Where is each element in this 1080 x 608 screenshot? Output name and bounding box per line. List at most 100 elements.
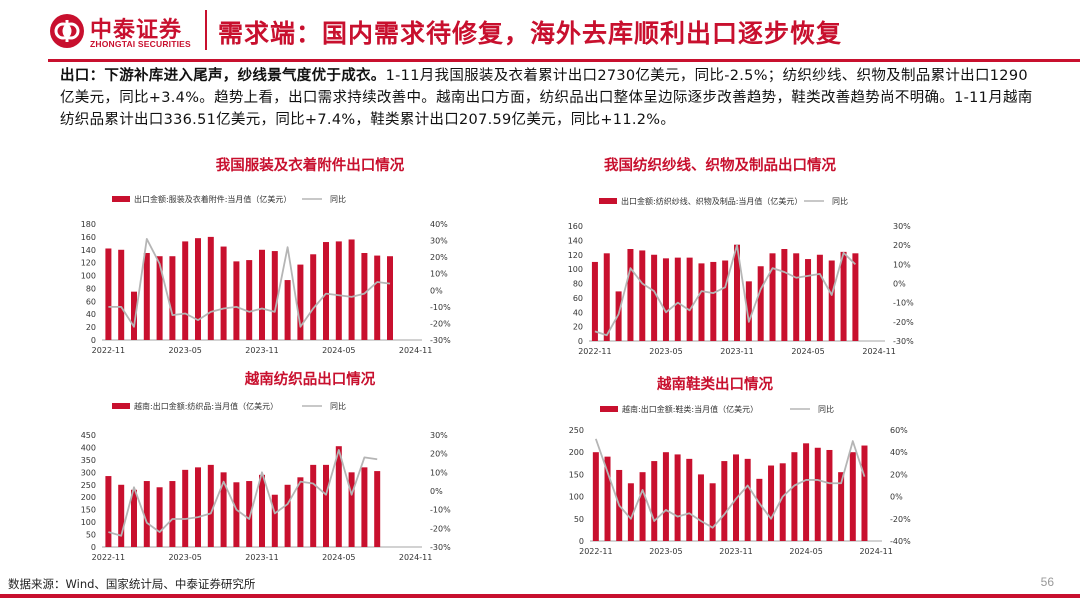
bar xyxy=(169,256,176,340)
bar xyxy=(838,472,845,541)
bar xyxy=(335,241,342,340)
bar xyxy=(592,452,599,541)
bar xyxy=(156,487,163,547)
x-tick-label: 2023-05 xyxy=(168,553,201,562)
y-left-tick-label: 150 xyxy=(81,506,96,515)
bar xyxy=(233,261,240,340)
bar xyxy=(297,264,304,340)
legend-bar-label: 出口金额:服装及衣着附件:当月值（亿美元） xyxy=(134,194,291,204)
bar xyxy=(734,244,740,341)
bar xyxy=(697,474,704,541)
bar xyxy=(639,472,646,541)
bar xyxy=(182,469,189,547)
y-right-tick-label: 20% xyxy=(430,253,448,262)
y-left-tick-label: 180 xyxy=(81,220,96,229)
bar xyxy=(207,464,214,547)
y-right-tick-label: 30% xyxy=(893,222,911,231)
x-tick-label: 2023-11 xyxy=(245,346,278,355)
bar xyxy=(604,456,611,541)
bar xyxy=(662,258,669,341)
chart-vietnam-footwear: 越南:出口金额:鞋类:当月值（亿美元） 同比 0 50 100 150 200 250 -40%… xyxy=(569,404,911,556)
y-left-tick-label: 100 xyxy=(81,272,96,281)
legend-bar-swatch xyxy=(599,198,617,204)
bar xyxy=(674,257,681,341)
x-tick-label: 2022-11 xyxy=(578,347,611,356)
y-left-tick-label: 160 xyxy=(81,233,96,242)
y-left-tick-label: 0 xyxy=(578,337,583,346)
bar xyxy=(828,260,835,341)
x-tick-label: 2022-11 xyxy=(579,547,612,556)
y-left-tick-label: 40 xyxy=(573,308,583,317)
bar xyxy=(156,256,163,340)
bar xyxy=(131,291,137,340)
y-left-tick-label: 0 xyxy=(579,537,584,546)
bar xyxy=(348,472,355,547)
x-tick-label: 2024-05 xyxy=(322,553,355,562)
y-left-tick-label: 300 xyxy=(81,468,96,477)
chart-vietnam-textile: 越南:出口金额:纺织品:当月值（亿美元） 同比 0 50 100 150 200 250 300… xyxy=(81,401,451,562)
y-left-tick-label: 20 xyxy=(573,323,583,332)
legend-line-label: 同比 xyxy=(330,194,346,204)
bar xyxy=(603,253,610,341)
y-right-tick-label: 0% xyxy=(430,487,443,496)
bar xyxy=(335,446,342,547)
bar xyxy=(861,445,868,541)
legend-line-label: 同比 xyxy=(832,196,848,206)
x-tick-label: 2024-05 xyxy=(791,347,824,356)
y-left-tick-label: 100 xyxy=(569,493,584,502)
bar xyxy=(698,263,705,341)
bar xyxy=(781,249,788,341)
y-right-tick-label: 40% xyxy=(430,220,448,229)
y-right-tick-label: 30% xyxy=(430,431,448,440)
x-tick-label: 2022-11 xyxy=(92,346,125,355)
x-tick-label: 2024-11 xyxy=(859,547,892,556)
bar xyxy=(745,281,752,341)
y-left-tick-label: 250 xyxy=(81,481,96,490)
yoy-line xyxy=(594,438,866,529)
bar xyxy=(323,242,329,340)
y-right-tick-label: 20% xyxy=(893,241,911,250)
bar xyxy=(615,291,622,341)
y-left-tick-label: 100 xyxy=(81,518,96,527)
bar xyxy=(233,482,240,547)
y-left-tick-label: 250 xyxy=(569,426,584,435)
bar xyxy=(651,254,658,341)
chart-title-vietnam-footwear: 越南鞋类出口情况 xyxy=(657,376,773,393)
bar-series xyxy=(105,236,393,340)
y-left-tick-label: 160 xyxy=(568,222,583,231)
y-left-tick-label: 450 xyxy=(81,431,96,440)
bar xyxy=(284,484,291,547)
bar xyxy=(182,241,189,340)
y-right-tick-label: 20% xyxy=(890,470,908,479)
bar xyxy=(387,256,393,340)
y-right-tick-label: -10% xyxy=(430,303,451,312)
logo-text-en: ZHONGTAI SECURITIES xyxy=(90,39,191,49)
summary-lead: 出口：下游补库进入尾声，纱线景气度优于成衣。 xyxy=(60,68,386,84)
legend-bar-label: 越南:出口金额:鞋类:当月值（亿美元） xyxy=(622,404,758,414)
x-tick-label: 2024-11 xyxy=(399,346,432,355)
bar xyxy=(651,461,658,541)
bar xyxy=(722,260,729,341)
bar-series xyxy=(591,244,859,341)
logo-mark-icon xyxy=(50,14,84,48)
bar xyxy=(686,257,693,341)
y-left-tick-label: 120 xyxy=(81,259,96,268)
bar xyxy=(805,259,812,341)
bar xyxy=(297,477,304,547)
bar xyxy=(246,260,253,340)
y-right-tick-label: -40% xyxy=(890,537,911,546)
legend-bar-swatch xyxy=(112,196,130,202)
bar xyxy=(591,261,598,341)
bar xyxy=(259,249,265,340)
y-right-tick-label: -30% xyxy=(430,543,451,552)
y-right-tick-label: 0% xyxy=(890,493,903,502)
y-right-tick-label: 0% xyxy=(893,280,906,289)
bar-series xyxy=(592,443,868,541)
y-right-tick-label: -20% xyxy=(893,318,914,327)
y-left-tick-label: 100 xyxy=(568,265,583,274)
bar xyxy=(143,253,150,340)
page-title: 需求端：国内需求待修复，海外去库顺利出口逐步恢复 xyxy=(218,19,843,48)
x-tick-label: 2023-11 xyxy=(719,547,752,556)
page-number: 56 xyxy=(1040,575,1054,589)
bar xyxy=(131,489,137,547)
